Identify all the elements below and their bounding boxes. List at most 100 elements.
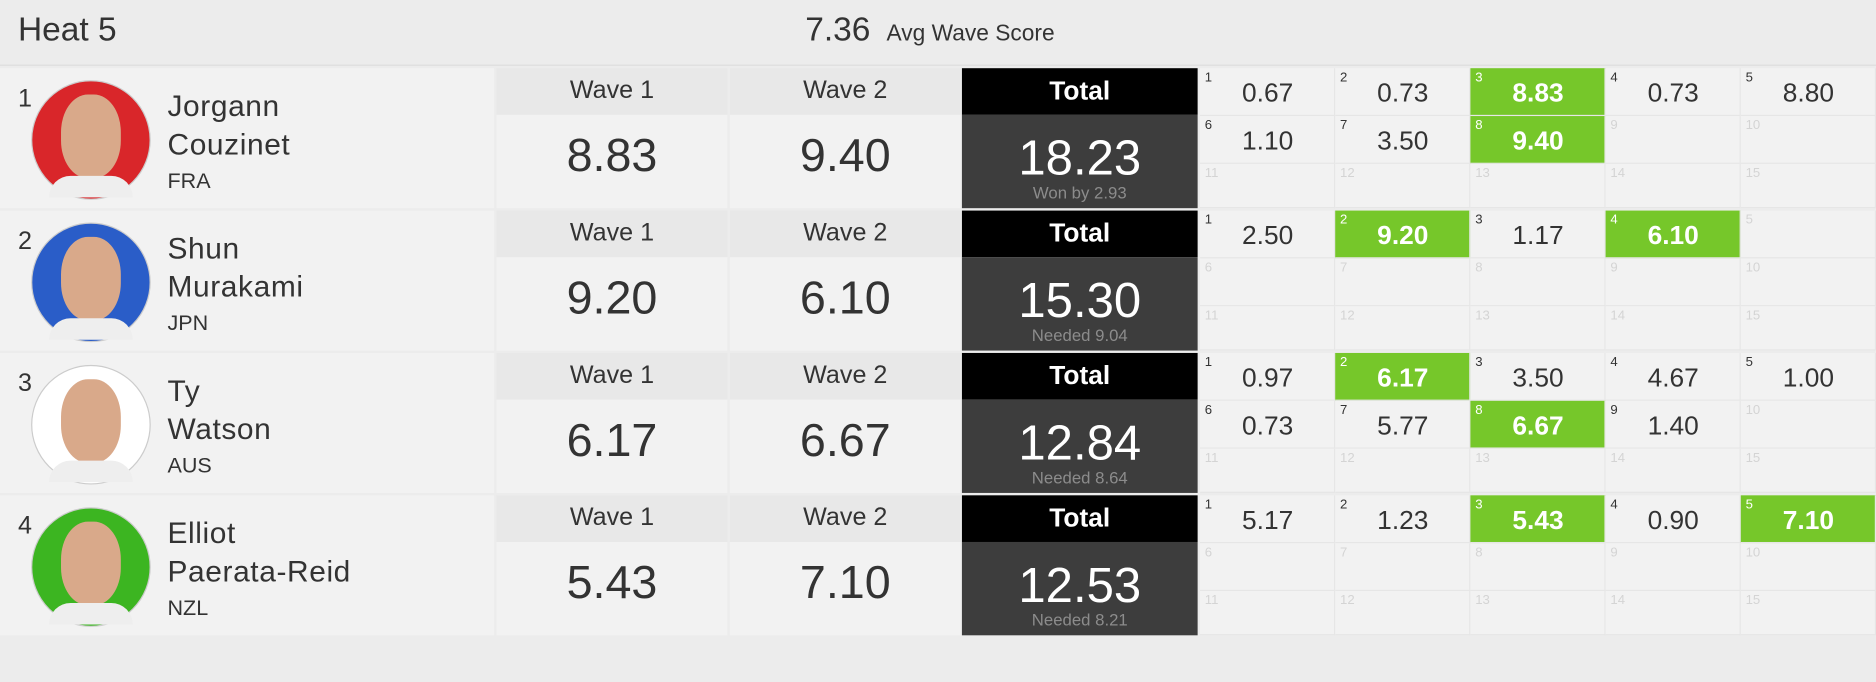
total-note: Needed 8.21 bbox=[1031, 610, 1128, 630]
wave-slot bbox=[1470, 68, 1606, 117]
wave-slot bbox=[1335, 258, 1471, 307]
last-name: Couzinet bbox=[167, 128, 291, 162]
wave-value: 1.00 bbox=[1782, 362, 1835, 393]
wave-slot bbox=[1470, 258, 1606, 307]
wave-slot bbox=[1470, 116, 1606, 164]
wave-cell bbox=[729, 257, 961, 351]
wave-value: 6.67 bbox=[1512, 410, 1564, 441]
wave-slot bbox=[1470, 210, 1606, 259]
total-cell bbox=[961, 257, 1198, 351]
wave-value: 6.10 bbox=[1647, 220, 1699, 251]
wave-value: 7.10 bbox=[1782, 504, 1835, 535]
wave-slot-number: 7 bbox=[1340, 118, 1348, 133]
wave-slot-number: 4 bbox=[1610, 70, 1618, 85]
wave-value: 0.73 bbox=[1377, 77, 1429, 108]
first-name: Jorgann bbox=[167, 89, 280, 124]
wave-slot bbox=[1605, 352, 1741, 401]
avatar-face bbox=[61, 379, 121, 464]
wave-header: Wave 2 bbox=[729, 352, 961, 400]
wave-slot bbox=[1605, 116, 1741, 164]
wave-slot-number: 9 bbox=[1610, 118, 1618, 133]
wave-slot bbox=[1740, 495, 1876, 544]
wave-value: 3.50 bbox=[1377, 125, 1429, 156]
wave-slot bbox=[1605, 400, 1741, 449]
wave-slot bbox=[1200, 258, 1336, 307]
wave-slot bbox=[1335, 210, 1471, 259]
wave-slot-number: 7 bbox=[1340, 260, 1348, 276]
wave-slot bbox=[1200, 116, 1336, 164]
wave-slot-number: 14 bbox=[1610, 166, 1626, 181]
wave-slot bbox=[1470, 591, 1606, 636]
wave-slot bbox=[1335, 306, 1471, 351]
wave-slot bbox=[1740, 591, 1876, 636]
wave-slot-number: 7 bbox=[1340, 545, 1348, 560]
wave-slot-number: 12 bbox=[1340, 593, 1355, 608]
wave-value: 4.67 bbox=[1647, 362, 1699, 393]
wave-slot-number: 12 bbox=[1340, 166, 1355, 181]
total-cell bbox=[961, 541, 1198, 636]
wave-slot-number: 1 bbox=[1204, 355, 1213, 370]
wave-score: 5.43 bbox=[566, 557, 658, 609]
wave-slot-number: 13 bbox=[1475, 166, 1490, 181]
wave-slot-number: 15 bbox=[1745, 593, 1761, 608]
wave-slot-number: 13 bbox=[1475, 451, 1490, 466]
wave-slot bbox=[1335, 495, 1471, 544]
last-name: Watson bbox=[167, 412, 272, 447]
country: AUS bbox=[167, 453, 212, 478]
wave-slot bbox=[1605, 68, 1741, 117]
wave-slot-number: 8 bbox=[1475, 403, 1483, 418]
wave-slot-number: 3 bbox=[1475, 355, 1483, 370]
wave-slot-number: 6 bbox=[1204, 403, 1213, 418]
total-cell bbox=[961, 114, 1198, 209]
wave-value: 1.40 bbox=[1647, 410, 1699, 441]
wave-slot bbox=[1605, 591, 1741, 636]
wave-value: 1.23 bbox=[1377, 504, 1429, 535]
wave-slot bbox=[1470, 495, 1606, 544]
wave-cell bbox=[729, 541, 961, 636]
wave-value: 8.80 bbox=[1782, 77, 1835, 108]
wave-slot bbox=[1335, 68, 1471, 117]
wave-slot-number: 8 bbox=[1475, 260, 1483, 276]
wave-cell bbox=[496, 541, 728, 636]
last-name: Paerata-Reid bbox=[167, 555, 351, 589]
wave-slot bbox=[1335, 543, 1471, 592]
wave-slot bbox=[1605, 448, 1741, 493]
wave-slot bbox=[1605, 163, 1741, 209]
wave-slot bbox=[1335, 591, 1471, 636]
wave-header: Wave 1 bbox=[496, 68, 728, 115]
wave-slot-number: 9 bbox=[1610, 260, 1618, 276]
wave-slot bbox=[1740, 68, 1876, 117]
wave-slot bbox=[1740, 306, 1876, 351]
wave-slot bbox=[1200, 591, 1336, 636]
wave-slot-number: 4 bbox=[1610, 355, 1618, 370]
wave-value: 5.17 bbox=[1241, 504, 1294, 535]
wave-slot-number: 6 bbox=[1204, 118, 1213, 133]
total-header: Total bbox=[961, 352, 1198, 400]
wave-slot-number: 13 bbox=[1475, 308, 1490, 324]
wave-slot bbox=[1200, 306, 1336, 351]
wave-score: 8.83 bbox=[566, 130, 658, 182]
total-note: Won by 2.93 bbox=[1032, 183, 1127, 203]
wave-value: 2.50 bbox=[1241, 220, 1294, 251]
wave-slot-number: 6 bbox=[1204, 260, 1213, 276]
heat-title: Heat 5 bbox=[17, 10, 117, 48]
wave-slot bbox=[1740, 258, 1876, 307]
total-note: Needed 8.64 bbox=[1031, 467, 1128, 487]
wave-value: 6.17 bbox=[1377, 362, 1429, 393]
wave-value: 9.20 bbox=[1377, 220, 1429, 251]
wave-slot-number: 5 bbox=[1745, 355, 1753, 370]
wave-slot-number: 1 bbox=[1204, 497, 1213, 513]
wave-slot-number: 13 bbox=[1475, 593, 1490, 608]
wave-slot-number: 1 bbox=[1204, 70, 1213, 85]
wave-slot bbox=[1200, 163, 1336, 209]
wave-slot bbox=[1200, 448, 1336, 493]
wave-slot bbox=[1605, 543, 1741, 592]
wave-slot-number: 4 bbox=[1610, 212, 1618, 228]
wave-header: Wave 2 bbox=[729, 495, 961, 542]
wave-slot bbox=[1740, 210, 1876, 259]
wave-slot-number: 15 bbox=[1745, 308, 1761, 324]
avatar-shirt bbox=[49, 460, 133, 483]
wave-value: 0.67 bbox=[1241, 77, 1294, 108]
rank: 1 bbox=[17, 84, 32, 113]
